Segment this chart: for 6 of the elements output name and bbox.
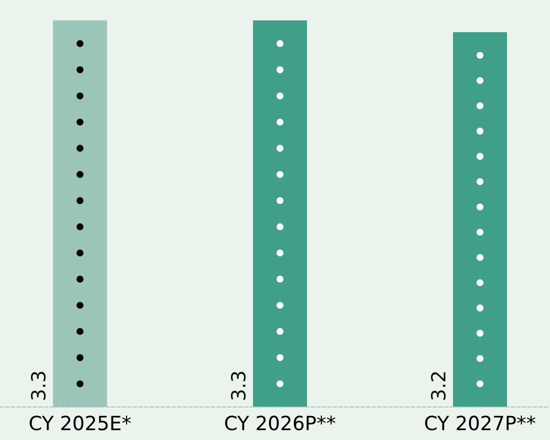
x-tick-label: CY 2026P** xyxy=(225,416,336,430)
x-tick-label: CY 2025E* xyxy=(30,416,131,430)
data-label: 3.2 xyxy=(430,372,446,400)
data-label: 3.3 xyxy=(30,372,46,400)
data-label: 3.3 xyxy=(230,372,246,400)
x-tick-label: CY 2027P** xyxy=(425,416,536,430)
